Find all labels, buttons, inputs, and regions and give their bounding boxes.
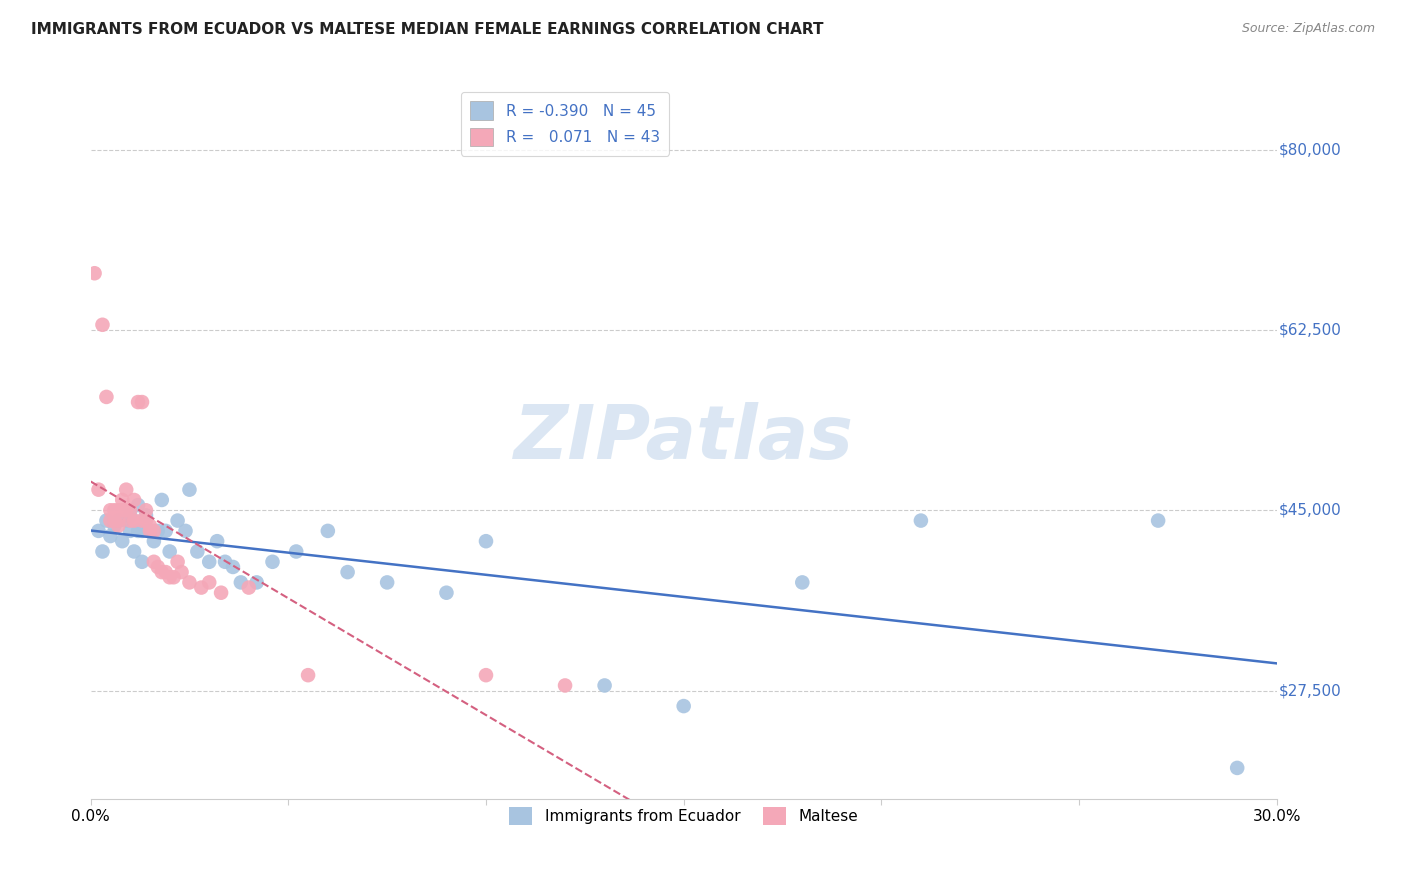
Point [475, 668, 498, 682]
Point [139, 524, 162, 538]
Point [120, 524, 142, 538]
Point [111, 493, 134, 508]
Point [150, 493, 173, 508]
Point [375, 575, 398, 590]
Point [170, 565, 193, 579]
Point [103, 514, 125, 528]
Point [297, 668, 319, 682]
Point [135, 508, 157, 523]
Point [142, 534, 165, 549]
Point [475, 534, 498, 549]
Point [155, 565, 177, 579]
Point [120, 503, 142, 517]
Text: $45,000: $45,000 [1279, 503, 1341, 517]
Point [122, 514, 145, 528]
Point [174, 524, 197, 538]
Point [205, 534, 228, 549]
Point [115, 483, 138, 497]
Point [238, 581, 260, 595]
Point [285, 544, 308, 558]
Point [107, 503, 129, 517]
Point [91, 318, 114, 332]
Point [111, 534, 134, 549]
Point [214, 555, 236, 569]
Point [336, 565, 359, 579]
Legend: Immigrants from Ecuador, Maltese: Immigrants from Ecuador, Maltese [501, 797, 868, 835]
Point [100, 529, 122, 543]
Point [155, 524, 177, 538]
Point [91, 544, 114, 558]
Point [150, 565, 173, 579]
Point [96, 390, 118, 404]
Point [135, 514, 157, 528]
Point [87, 483, 110, 497]
Point [127, 524, 149, 538]
Point [166, 514, 188, 528]
Point [159, 544, 181, 558]
Point [436, 585, 458, 599]
Point [103, 503, 125, 517]
Point [672, 699, 695, 714]
Point [111, 503, 134, 517]
Point [107, 514, 129, 528]
Point [122, 493, 145, 508]
Point [142, 524, 165, 538]
Point [120, 508, 142, 523]
Text: ZIPatlas: ZIPatlas [513, 401, 853, 475]
Point [120, 514, 142, 528]
Point [146, 524, 169, 538]
Point [83, 266, 105, 280]
Point [127, 498, 149, 512]
Text: $27,500: $27,500 [1279, 683, 1341, 698]
Point [262, 555, 284, 569]
Point [131, 514, 153, 528]
Point [131, 395, 153, 409]
Point [107, 518, 129, 533]
Point [166, 555, 188, 569]
Point [209, 585, 232, 599]
Point [593, 678, 616, 692]
Text: Source: ZipAtlas.com: Source: ZipAtlas.com [1241, 22, 1375, 36]
Text: $80,000: $80,000 [1279, 142, 1341, 157]
Point [316, 524, 339, 538]
Point [142, 555, 165, 569]
Point [146, 560, 169, 574]
Point [1226, 761, 1249, 775]
Point [139, 518, 162, 533]
Point [87, 524, 110, 538]
Point [131, 555, 153, 569]
Point [103, 518, 125, 533]
Point [1147, 514, 1170, 528]
Point [100, 503, 122, 517]
Point [131, 524, 153, 538]
Point [107, 514, 129, 528]
Point [554, 678, 576, 692]
Point [122, 544, 145, 558]
Point [115, 503, 138, 517]
Point [222, 560, 245, 574]
Point [96, 514, 118, 528]
Point [246, 575, 269, 590]
Text: $62,500: $62,500 [1279, 322, 1341, 337]
Point [198, 555, 221, 569]
Point [198, 575, 221, 590]
Point [186, 544, 208, 558]
Point [135, 503, 157, 517]
Point [910, 514, 932, 528]
Point [179, 483, 201, 497]
Point [127, 395, 149, 409]
Point [792, 575, 814, 590]
Point [139, 524, 162, 538]
Point [229, 575, 252, 590]
Point [190, 581, 212, 595]
Point [163, 570, 186, 584]
Text: IMMIGRANTS FROM ECUADOR VS MALTESE MEDIAN FEMALE EARNINGS CORRELATION CHART: IMMIGRANTS FROM ECUADOR VS MALTESE MEDIA… [31, 22, 824, 37]
Point [115, 514, 138, 528]
Point [100, 514, 122, 528]
Point [159, 570, 181, 584]
Point [179, 575, 201, 590]
